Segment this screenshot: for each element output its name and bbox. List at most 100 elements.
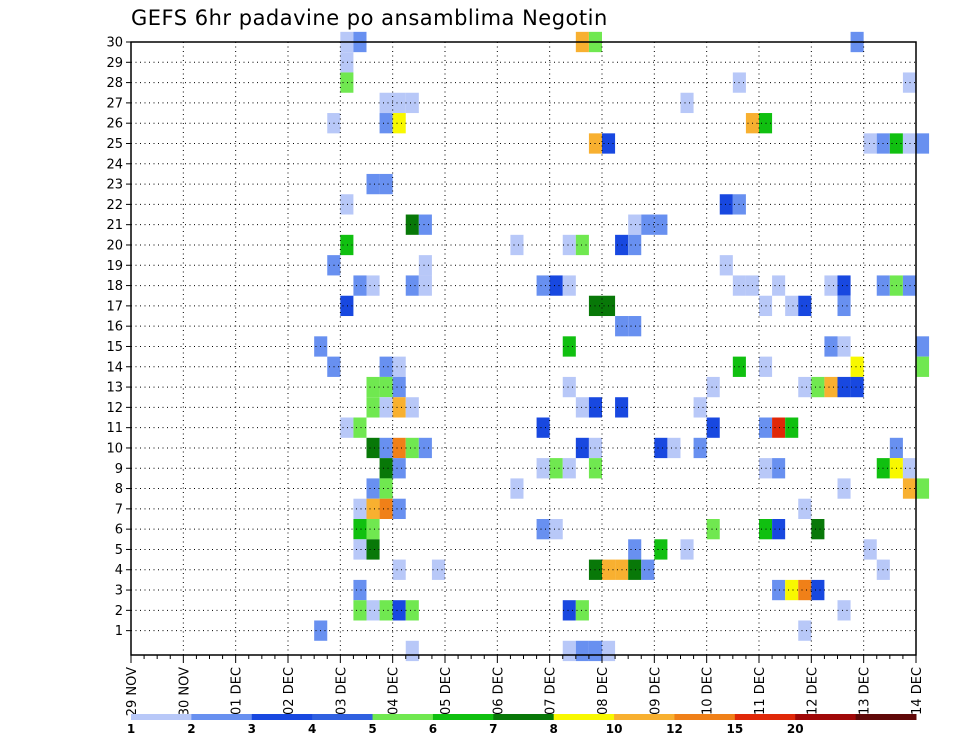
x-tick-label: 09 DEC [648, 667, 663, 715]
colorbar-label: 2 [187, 722, 195, 736]
heatmap-cell [837, 336, 851, 357]
y-tick-label: 6 [115, 523, 123, 538]
heatmap-cell [366, 275, 380, 296]
heatmap-cell [562, 376, 576, 398]
heatmap-cell [549, 519, 563, 540]
y-tick-label: 28 [106, 76, 123, 91]
colorbar-segment [131, 714, 192, 720]
heatmap-cell [654, 214, 668, 235]
heatmap-cell [902, 275, 916, 296]
heatmap-cell [916, 356, 930, 377]
heatmap-cell [916, 336, 930, 357]
colorbar-segment [674, 714, 736, 720]
heatmap-cell [379, 397, 393, 418]
colorbar-label: 12 [666, 722, 683, 736]
y-tick-label: 30 [106, 36, 123, 51]
heatmap-cell [379, 113, 393, 134]
heatmap-cell [693, 397, 707, 418]
colorbar-segment [191, 714, 253, 720]
x-tick-label: 10 DEC [701, 667, 716, 715]
y-tick-label: 21 [106, 218, 123, 233]
heatmap-cell [837, 478, 851, 499]
heatmap-cell [850, 356, 864, 377]
heatmap-cell [902, 478, 916, 499]
colorbar-label: 5 [368, 722, 376, 736]
y-tick-label: 15 [106, 340, 123, 355]
heatmap-cell [772, 275, 786, 296]
heatmap-cell [680, 92, 694, 114]
y-tick-label: 14 [106, 360, 123, 375]
heatmap-cell [641, 214, 655, 235]
heatmap-cell [902, 133, 916, 154]
heatmap-cell [916, 478, 930, 499]
x-tick-label: 05 DEC [439, 667, 454, 715]
x-tick-label: 08 DEC [596, 667, 611, 715]
y-tick-label: 25 [106, 137, 123, 152]
heatmap-cell [837, 275, 851, 296]
y-tick-label: 12 [106, 401, 123, 416]
heatmap-cell [366, 397, 380, 418]
heatmap-cell [353, 417, 367, 438]
heatmap-cell [562, 275, 576, 296]
y-tick-label: 10 [106, 441, 123, 456]
heatmap-cell [418, 214, 432, 235]
y-tick-label: 26 [106, 117, 123, 132]
heatmap-cell [366, 539, 380, 560]
heatmap-cell [353, 498, 367, 520]
heatmap-cell [575, 397, 589, 418]
plot-frame [130, 41, 917, 656]
heatmap-cell [772, 458, 786, 479]
heatmap-cell [588, 640, 602, 662]
heatmap-cell [811, 376, 825, 398]
colorbar-segment [795, 714, 857, 720]
heatmap-cell [392, 600, 406, 621]
heatmap-cell [366, 437, 380, 459]
y-tick-label: 9 [115, 462, 123, 477]
colorbar-label: 6 [429, 722, 437, 736]
heatmap-cell [562, 234, 576, 256]
heatmap-cell [353, 519, 367, 540]
colorbar-segment [553, 714, 615, 720]
heatmap-cell [536, 458, 550, 479]
heatmap-cell [392, 113, 406, 134]
colorbar-segment [855, 714, 917, 720]
heatmap-cell [602, 640, 616, 662]
heatmap-cell [340, 52, 354, 73]
y-tick-label: 5 [115, 543, 123, 558]
heatmap-cell [719, 194, 733, 215]
y-tick-label: 4 [115, 563, 123, 578]
heatmap-cell [719, 255, 733, 276]
heatmap-cell [340, 234, 354, 256]
heatmap-cell [405, 214, 419, 235]
y-tick-label: 17 [106, 299, 123, 314]
heatmap-cell [706, 376, 720, 398]
colorbar-label: 3 [248, 722, 256, 736]
y-tick-label: 18 [106, 279, 123, 294]
x-tick-label: 04 DEC [387, 667, 402, 715]
colorbar-segment [493, 714, 555, 720]
heatmap-cell [379, 600, 393, 621]
heatmap-cell [340, 194, 354, 215]
heatmap-cell [772, 417, 786, 438]
chart-title: GEFS 6hr padavine po ansamblima Negotin [131, 6, 608, 30]
heatmap-cell [863, 133, 877, 154]
heatmap-cell [379, 498, 393, 520]
heatmap-cell [798, 579, 812, 601]
heatmap-cell [392, 437, 406, 459]
heatmap-cell [575, 640, 589, 662]
heatmap-cell [405, 640, 419, 662]
heatmap-cell [693, 437, 707, 459]
heatmap-cell [654, 437, 668, 459]
heatmap-cell [418, 275, 432, 296]
y-tick-label: 2 [115, 604, 123, 619]
heatmap-cell [628, 214, 642, 235]
colorbar-segment [614, 714, 675, 720]
heatmap-cell [824, 336, 838, 357]
heatmap-cell [379, 173, 393, 195]
heatmap-cell [628, 234, 642, 256]
heatmap-cell [798, 498, 812, 520]
heatmap-cell [549, 458, 563, 479]
heatmap-cell [824, 376, 838, 398]
heatmap-cell [575, 437, 589, 459]
